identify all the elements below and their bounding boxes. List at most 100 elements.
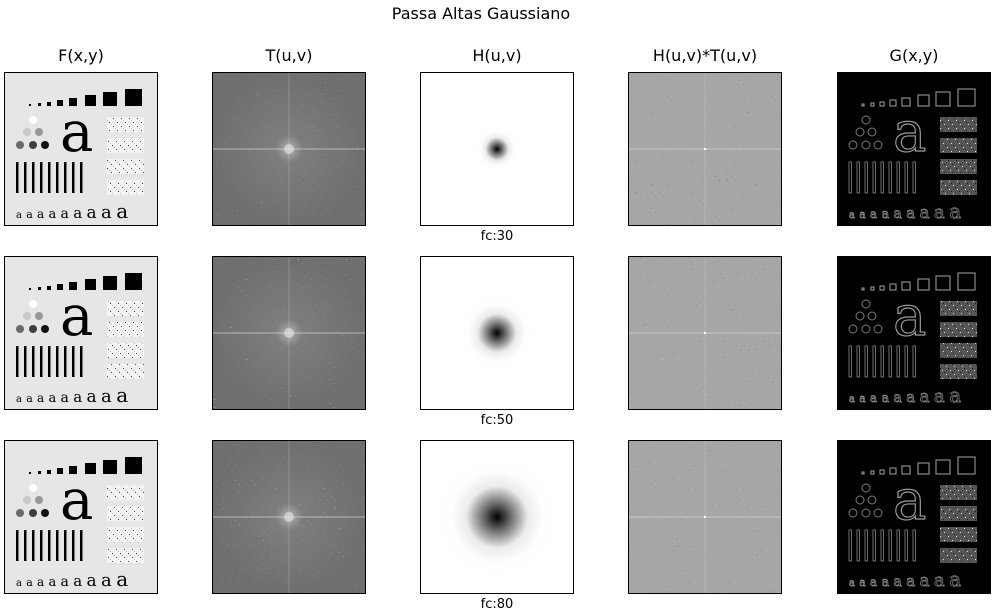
test-square: [879, 469, 885, 475]
test-circle: [23, 312, 31, 320]
t-spectrum-panel-row-1: [212, 72, 366, 226]
test-circle: [35, 496, 43, 504]
noise-block: [940, 117, 977, 132]
test-bar: [888, 529, 892, 562]
noise-block: [107, 343, 144, 358]
noise-block: [107, 180, 144, 195]
noise-block: [107, 117, 144, 132]
noise-block: [940, 485, 977, 500]
test-bar: [912, 345, 916, 378]
test-letter-large: a: [60, 468, 93, 533]
test-square: [47, 102, 51, 106]
test-letter-small: a: [61, 390, 69, 406]
noise-block: [107, 364, 144, 379]
test-letter-small: a: [894, 390, 902, 406]
test-bar: [56, 530, 59, 561]
noise-block: [940, 343, 977, 358]
test-letter-small: a: [61, 206, 69, 222]
test-circle: [861, 115, 871, 125]
test-square: [870, 470, 875, 475]
test-bar: [40, 346, 43, 377]
test-letter-small: a: [37, 391, 44, 405]
test-circle: [29, 484, 37, 492]
filtered-test-pattern: aa a a a a a a a a: [848, 272, 977, 407]
test-letter-small: a: [87, 571, 97, 591]
test-bar: [48, 162, 51, 193]
test-bar: [848, 161, 852, 194]
test-circle: [873, 140, 883, 150]
noise-block: [940, 159, 977, 174]
test-bar: [888, 161, 892, 194]
test-letter-small: a: [16, 578, 22, 589]
test-bar: [24, 162, 27, 193]
test-letter-small: a: [881, 575, 889, 590]
t-spectrum-panel-row-2: [212, 256, 366, 410]
test-circle: [861, 140, 871, 150]
test-square: [917, 278, 930, 291]
test-square: [57, 100, 63, 106]
test-square: [870, 286, 875, 291]
test-bar: [872, 529, 876, 562]
test-square: [47, 286, 51, 290]
test-pattern: aa a a a a a a a a: [16, 457, 144, 591]
test-circle: [29, 300, 37, 308]
test-letter-small: a: [73, 572, 82, 590]
test-bar: [48, 346, 51, 377]
test-square: [47, 470, 51, 474]
test-circle: [867, 127, 877, 137]
test-circle: [861, 324, 871, 334]
test-letter-small: a: [894, 206, 902, 222]
col-title-G: G(x,y): [889, 46, 939, 65]
test-letter-small: a: [849, 394, 855, 405]
test-circle: [41, 325, 49, 333]
test-letter-small: a: [73, 204, 82, 222]
test-bar: [896, 529, 900, 562]
test-circle: [861, 508, 871, 518]
test-square: [879, 285, 885, 291]
figure-title: Passa Altas Gaussiano: [391, 4, 571, 23]
test-square: [125, 89, 142, 106]
test-bar: [16, 162, 19, 193]
test-bar: [912, 161, 916, 194]
test-circle: [29, 325, 37, 333]
test-square: [103, 92, 117, 106]
test-bar: [64, 530, 67, 561]
test-letter-small: a: [16, 210, 22, 221]
test-square: [935, 91, 951, 107]
test-square: [870, 102, 875, 107]
test-pattern: aa a a a a a a a a: [16, 89, 144, 223]
test-bar: [72, 162, 75, 193]
noise-block: [107, 506, 144, 521]
test-square: [69, 98, 77, 106]
test-circle: [867, 311, 877, 321]
test-bar: [856, 161, 860, 194]
test-letter-small: a: [906, 204, 915, 222]
test-bar: [24, 346, 27, 377]
ht-product-panel-row-2: [628, 256, 782, 410]
test-bar: [56, 346, 59, 377]
test-square: [125, 457, 142, 474]
test-circle: [29, 141, 37, 149]
test-circle: [23, 128, 31, 136]
test-bar: [880, 161, 884, 194]
test-letter-small: a: [859, 392, 866, 405]
test-letter-small: a: [101, 386, 112, 407]
test-bar: [864, 345, 868, 378]
test-circle: [855, 127, 865, 137]
test-letter-small: a: [934, 202, 945, 223]
test-circle: [35, 312, 43, 320]
col-title-T: T(u,v): [265, 46, 313, 65]
test-circle: [848, 140, 858, 150]
test-circle: [16, 141, 24, 149]
test-square: [69, 282, 77, 290]
test-circle: [855, 311, 865, 321]
test-bar: [904, 345, 908, 378]
test-letter-small: a: [881, 207, 889, 222]
test-bar: [896, 161, 900, 194]
test-circle: [41, 509, 49, 517]
test-square: [935, 459, 951, 475]
